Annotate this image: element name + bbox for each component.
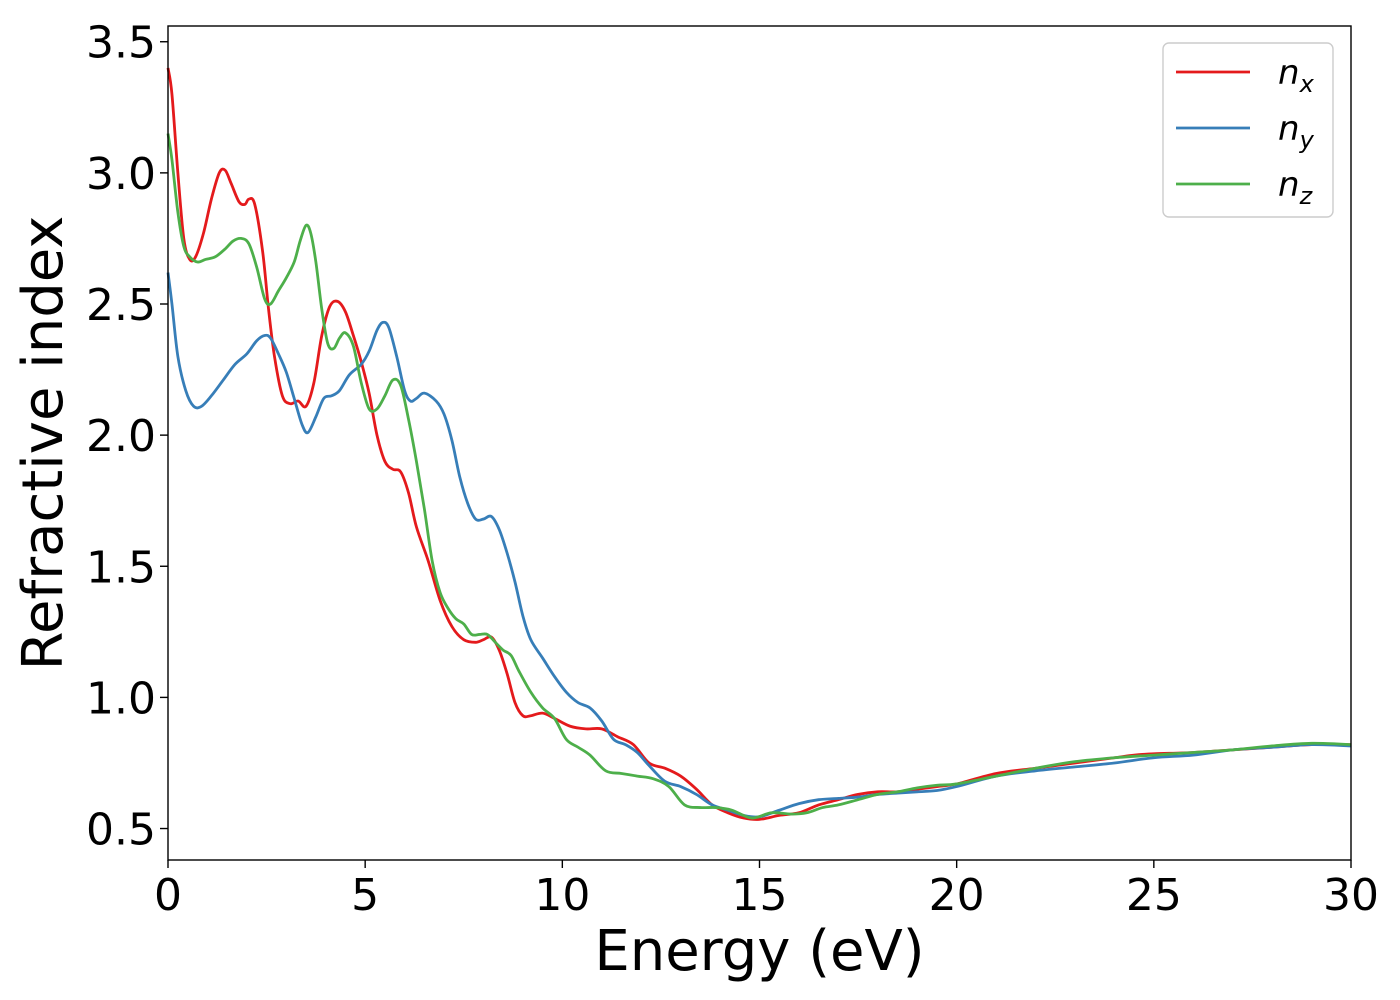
x-tick-label: 15 [732,870,788,921]
legend-label-base: n [1278,53,1300,93]
legend-label-x: nx [1278,53,1315,98]
legend-label-y: ny [1278,109,1315,154]
legend-label-subscript: z [1299,182,1314,210]
legend-label-z: nz [1278,165,1314,210]
x-tick-label: 25 [1126,870,1182,921]
legend-box [1162,42,1334,218]
y-tick-label: 1.0 [86,673,156,724]
x-tick-label: 5 [351,870,379,921]
y-tick-label: 2.0 [86,411,156,462]
x-tick-label: 20 [929,870,985,921]
x-tick-label: 10 [534,870,590,921]
y-tick-label: 2.5 [86,280,156,331]
y-tick-label: 3.0 [86,149,156,200]
series-line-n-z [166,133,1352,820]
legend-label-base: n [1278,165,1300,205]
x-tick-label: 30 [1323,870,1379,921]
y-axis-ticks: 0.5 1.0 1.5 2.0 2.5 3.0 3.5 [86,18,168,856]
legend-label-base: n [1278,109,1300,149]
series-layer [166,67,1352,821]
x-axis-ticks: 0 5 10 15 20 25 30 [154,860,1379,921]
x-axis-label: Energy (eV) [594,919,924,984]
y-tick-label: 1.5 [86,542,156,593]
y-tick-label: 3.5 [86,18,156,69]
y-axis-label: Refractive index [11,216,76,671]
legend-label-subscript: x [1299,70,1315,98]
plot-area [166,25,1352,861]
y-tick-label: 0.5 [86,805,156,856]
x-tick-label: 0 [154,870,182,921]
legend-label-subscript: y [1299,126,1315,154]
